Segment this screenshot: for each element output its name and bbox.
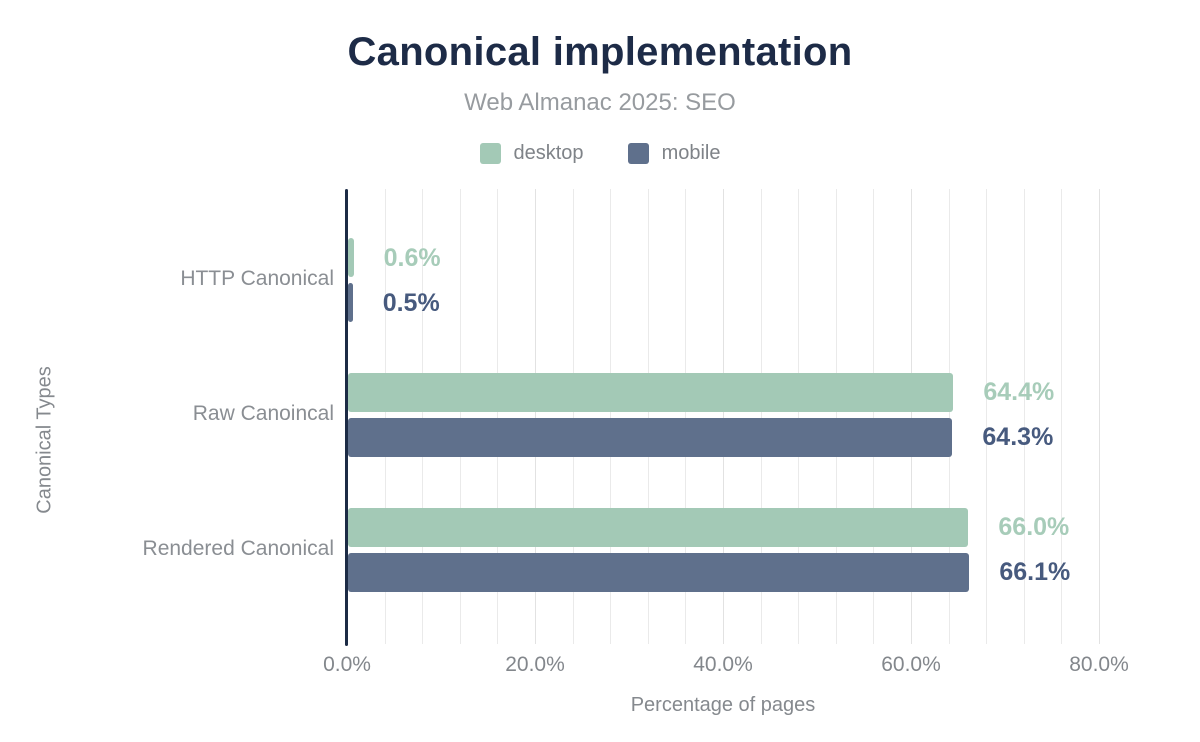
bar-desktop (348, 238, 354, 277)
bar-value-label-mobile: 66.1% (999, 558, 1071, 586)
gridline (1099, 189, 1100, 644)
gridline (610, 189, 612, 644)
gridline (572, 189, 574, 644)
x-tick-label: 20.0% (505, 653, 565, 676)
category-label: HTTP Canonical (180, 267, 334, 290)
gridline (497, 189, 499, 644)
gridline (1061, 189, 1063, 644)
gridline (535, 189, 536, 644)
gridline (384, 189, 386, 644)
x-tick-label: 80.0% (1069, 653, 1129, 676)
legend-label-mobile: mobile (661, 142, 721, 164)
gridline (948, 189, 950, 644)
bar-desktop (348, 372, 954, 412)
gridline (1023, 189, 1025, 644)
gridline (422, 189, 424, 644)
gridline (835, 189, 837, 644)
gridline (685, 189, 687, 644)
bar-value-label-desktop: 66.0% (998, 513, 1070, 541)
gridline (911, 189, 912, 644)
bar-value-label-desktop: 0.6% (383, 243, 441, 272)
chart-title: Canonical implementation (347, 30, 853, 74)
gridline (986, 189, 988, 644)
gridline (760, 189, 762, 644)
chart-subtitle: Web Almanac 2025: SEO (464, 89, 736, 116)
legend-label-desktop: desktop (513, 142, 584, 164)
gridline (873, 189, 875, 644)
category-label: Rendered Canonical (142, 536, 334, 560)
bar-mobile (348, 552, 970, 592)
legend-swatch-desktop (479, 143, 501, 164)
legend-swatch-mobile (627, 143, 649, 164)
x-tick-label: 60.0% (881, 653, 941, 676)
gridline (723, 189, 724, 644)
x-axis-title: Percentage of pages (630, 694, 816, 716)
legend-item-mobile: mobile (627, 142, 721, 165)
category-label: Raw Canoincal (192, 401, 334, 425)
y-axis-title: Canonical Types (33, 366, 56, 514)
x-tick-label: 0.0% (323, 653, 371, 676)
bar-desktop (348, 507, 969, 547)
bar-value-label-mobile: 0.5% (382, 288, 440, 317)
legend-item-desktop: desktop (479, 142, 584, 165)
bar-value-label-mobile: 64.3% (982, 423, 1054, 452)
y-axis-line (345, 189, 348, 646)
bar-value-label-desktop: 64.4% (983, 378, 1055, 407)
gridline (798, 189, 800, 644)
x-tick-label: 40.0% (693, 653, 753, 676)
bar-mobile (348, 417, 953, 457)
gridline (459, 189, 461, 644)
gridline (647, 189, 649, 644)
bar-mobile (348, 283, 353, 322)
legend: desktop mobile (0, 142, 1200, 165)
